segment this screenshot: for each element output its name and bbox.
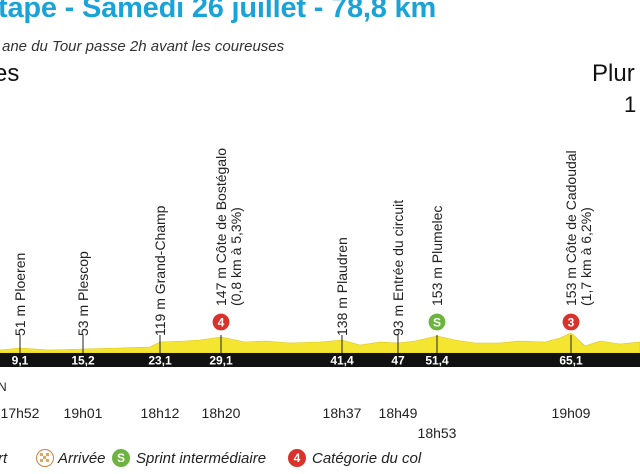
page-title: tape - Samedi 26 juillet - 78,8 km bbox=[0, 0, 437, 24]
passage-time: 17h52 bbox=[1, 405, 40, 421]
km-label: 9,1 bbox=[12, 354, 29, 368]
waypoint-label: 93 m Entrée du circuit bbox=[390, 200, 406, 336]
badge-label: 3 bbox=[568, 316, 575, 330]
passage-time: 18h20 bbox=[202, 405, 241, 421]
legend-col-label: Catégorie du col bbox=[312, 450, 422, 467]
waypoint-label: 119 m Grand-Champ bbox=[152, 205, 168, 336]
distance-axis-bar bbox=[0, 353, 640, 367]
end-altitude: 1 bbox=[624, 92, 637, 117]
end-city: Plur bbox=[592, 60, 635, 87]
sprint-badge-icon: S bbox=[112, 449, 130, 467]
passage-time: 19h09 bbox=[552, 405, 591, 421]
subtitle: ane du Tour passe 2h avant les coureuses bbox=[2, 38, 285, 55]
legend: rt Arrivée S Sprint intermédiaire 4 Caté… bbox=[0, 446, 640, 472]
waypoint-label: 153 m Plumelec bbox=[429, 206, 445, 306]
start-city: es bbox=[0, 60, 20, 87]
km-label: 29,1 bbox=[209, 354, 233, 368]
waypoint-label: 51 m Ploeren bbox=[12, 253, 28, 336]
passage-time: 18h12 bbox=[141, 405, 180, 421]
badge-label: S bbox=[433, 316, 441, 330]
passage-time: 18h49 bbox=[379, 405, 418, 421]
km-label: 65,1 bbox=[559, 354, 583, 368]
badge-label: 4 bbox=[218, 316, 225, 330]
sprint-badge-icon bbox=[427, 312, 447, 332]
legend-sprint-label: Sprint intermédiaire bbox=[136, 450, 267, 467]
waypoint-label: 147 m Côte de Bostégalo bbox=[213, 148, 229, 306]
passage-time: 19h01 bbox=[64, 405, 103, 421]
col-category-badge-icon: 4 bbox=[288, 449, 306, 467]
waypoint-sublabel: (0,8 km à 5,3%) bbox=[228, 207, 244, 306]
km-label: 51,4 bbox=[425, 354, 449, 368]
waypoint-sublabel: (1,7 km à 6,2%) bbox=[578, 207, 594, 306]
legend-start-label: rt bbox=[0, 450, 8, 467]
waypoint-label: 138 m Plaudren bbox=[334, 237, 350, 336]
climb-category-badge-icon bbox=[211, 312, 231, 332]
passage-time: 18h53 bbox=[418, 425, 457, 441]
passage-time: 18h37 bbox=[323, 405, 362, 421]
waypoint-label: 53 m Plescop bbox=[75, 251, 91, 336]
km-label: 23,1 bbox=[148, 354, 172, 368]
finish-flag-icon bbox=[36, 449, 54, 467]
climb-category-badge-icon bbox=[561, 312, 581, 332]
km-label: 47 bbox=[391, 354, 405, 368]
legend-finish-label: Arrivée bbox=[58, 450, 106, 467]
km-label: 15,2 bbox=[71, 354, 95, 368]
axis-start-label: N bbox=[0, 380, 7, 394]
km-label: 41,4 bbox=[330, 354, 354, 368]
waypoint-label: 153 m Côte de Cadoudal bbox=[563, 150, 579, 306]
elevation-area bbox=[0, 332, 640, 354]
